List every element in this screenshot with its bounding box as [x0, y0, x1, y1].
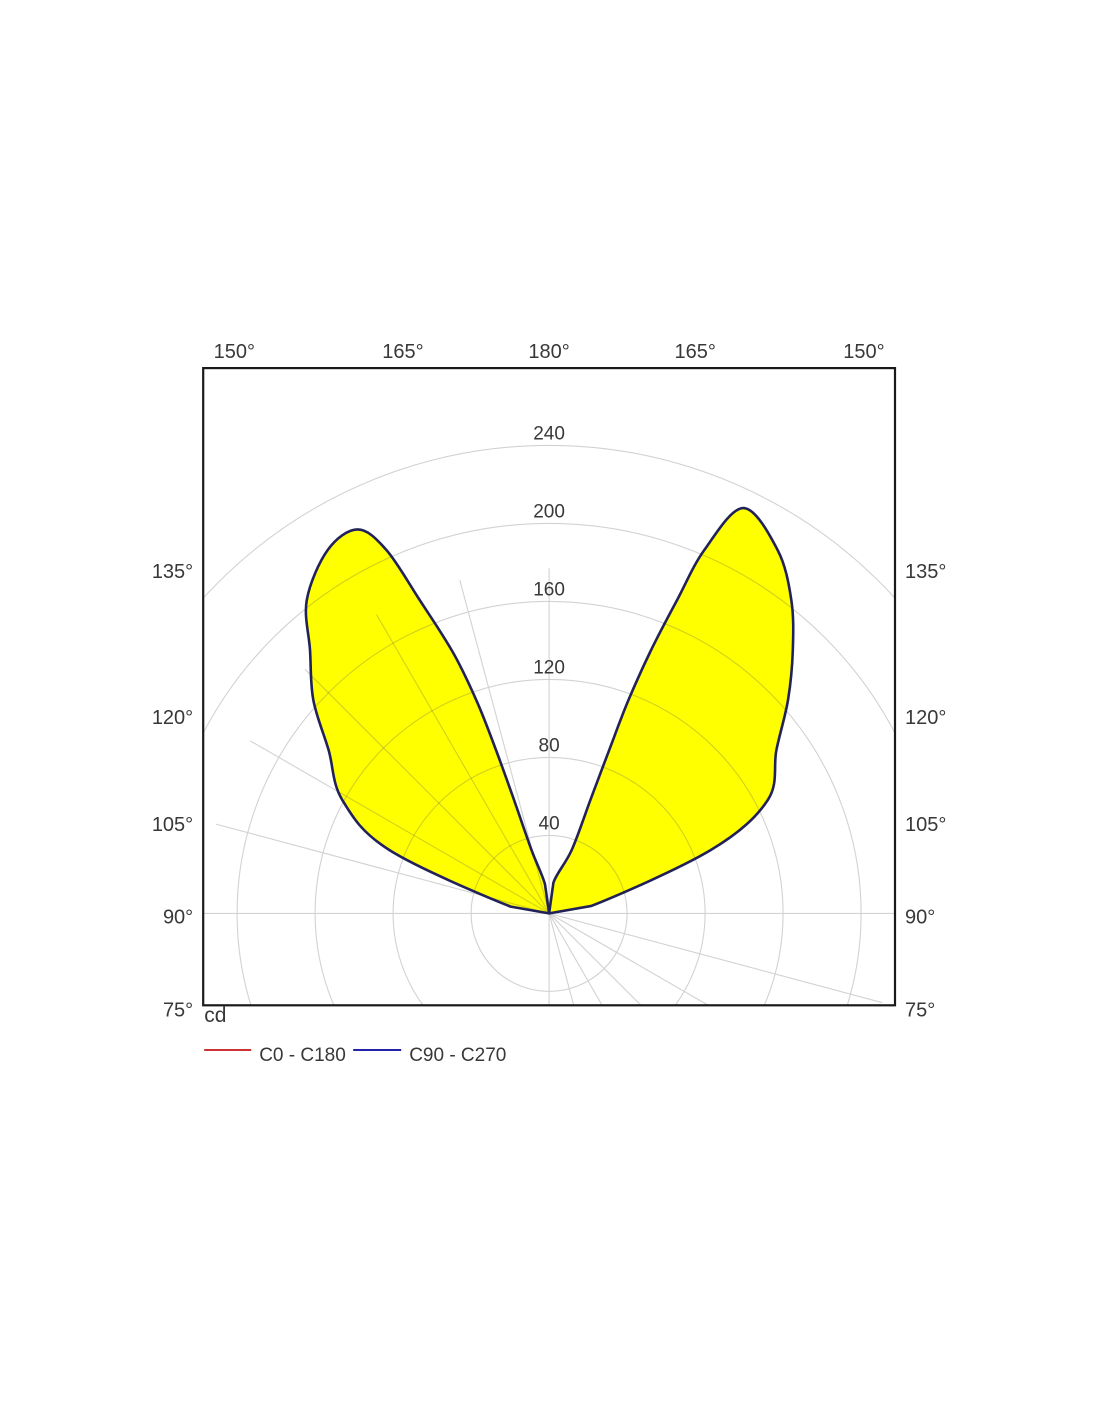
svg-text:135°: 135°: [905, 561, 946, 583]
svg-text:165°: 165°: [382, 341, 423, 363]
svg-text:180°: 180°: [528, 341, 569, 363]
svg-text:80: 80: [539, 735, 560, 756]
svg-text:120: 120: [533, 657, 565, 678]
svg-text:cd: cd: [204, 1004, 226, 1027]
svg-text:C0 - C180: C0 - C180: [259, 1045, 346, 1066]
svg-text:160: 160: [533, 579, 565, 600]
svg-text:200: 200: [533, 501, 565, 522]
svg-text:150°: 150°: [214, 341, 255, 363]
svg-text:90°: 90°: [905, 907, 935, 929]
svg-text:105°: 105°: [152, 814, 193, 836]
svg-text:40: 40: [539, 813, 560, 834]
svg-text:240: 240: [533, 423, 565, 444]
svg-text:120°: 120°: [905, 707, 946, 729]
svg-text:75°: 75°: [163, 999, 193, 1021]
svg-text:150°: 150°: [843, 341, 884, 363]
svg-text:C90 - C270: C90 - C270: [409, 1045, 506, 1066]
svg-text:105°: 105°: [905, 814, 946, 836]
svg-text:75°: 75°: [905, 999, 935, 1021]
svg-text:120°: 120°: [152, 707, 193, 729]
svg-text:165°: 165°: [675, 341, 716, 363]
svg-text:135°: 135°: [152, 561, 193, 583]
svg-text:90°: 90°: [163, 907, 193, 929]
